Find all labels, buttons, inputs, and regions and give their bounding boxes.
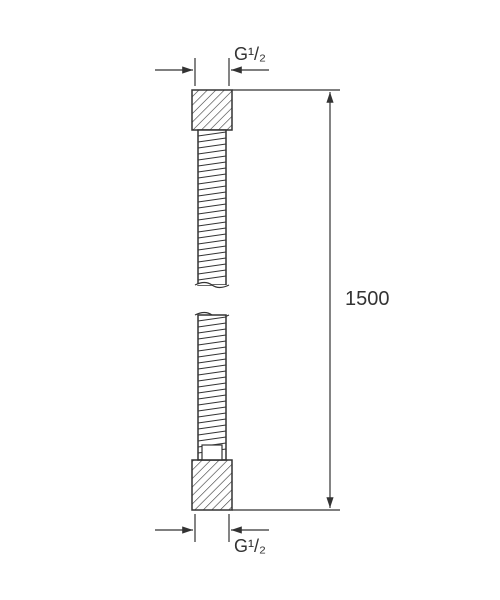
top-dimension: G¹/₂ — [155, 44, 269, 86]
technical-diagram: G¹/₂ — [0, 0, 500, 600]
break-symbol — [195, 283, 229, 318]
right-dimension: 1500 — [232, 90, 390, 510]
top-thread-label: G¹/₂ — [234, 44, 266, 64]
bottom-thread-label: G¹/₂ — [234, 536, 266, 556]
bottom-dimension: G¹/₂ — [155, 514, 269, 556]
upper-hose — [198, 130, 226, 285]
top-connector — [192, 90, 232, 130]
length-label: 1500 — [345, 288, 390, 310]
lower-hose — [198, 315, 226, 460]
bottom-connector — [192, 460, 232, 510]
diagram-svg: G¹/₂ — [0, 0, 500, 600]
